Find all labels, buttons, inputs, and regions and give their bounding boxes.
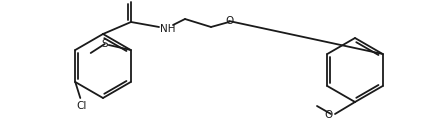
Text: O: O — [225, 16, 233, 26]
Text: Cl: Cl — [76, 101, 86, 111]
Text: NH: NH — [160, 24, 176, 34]
Text: O: O — [325, 110, 333, 120]
Text: S: S — [101, 39, 108, 49]
